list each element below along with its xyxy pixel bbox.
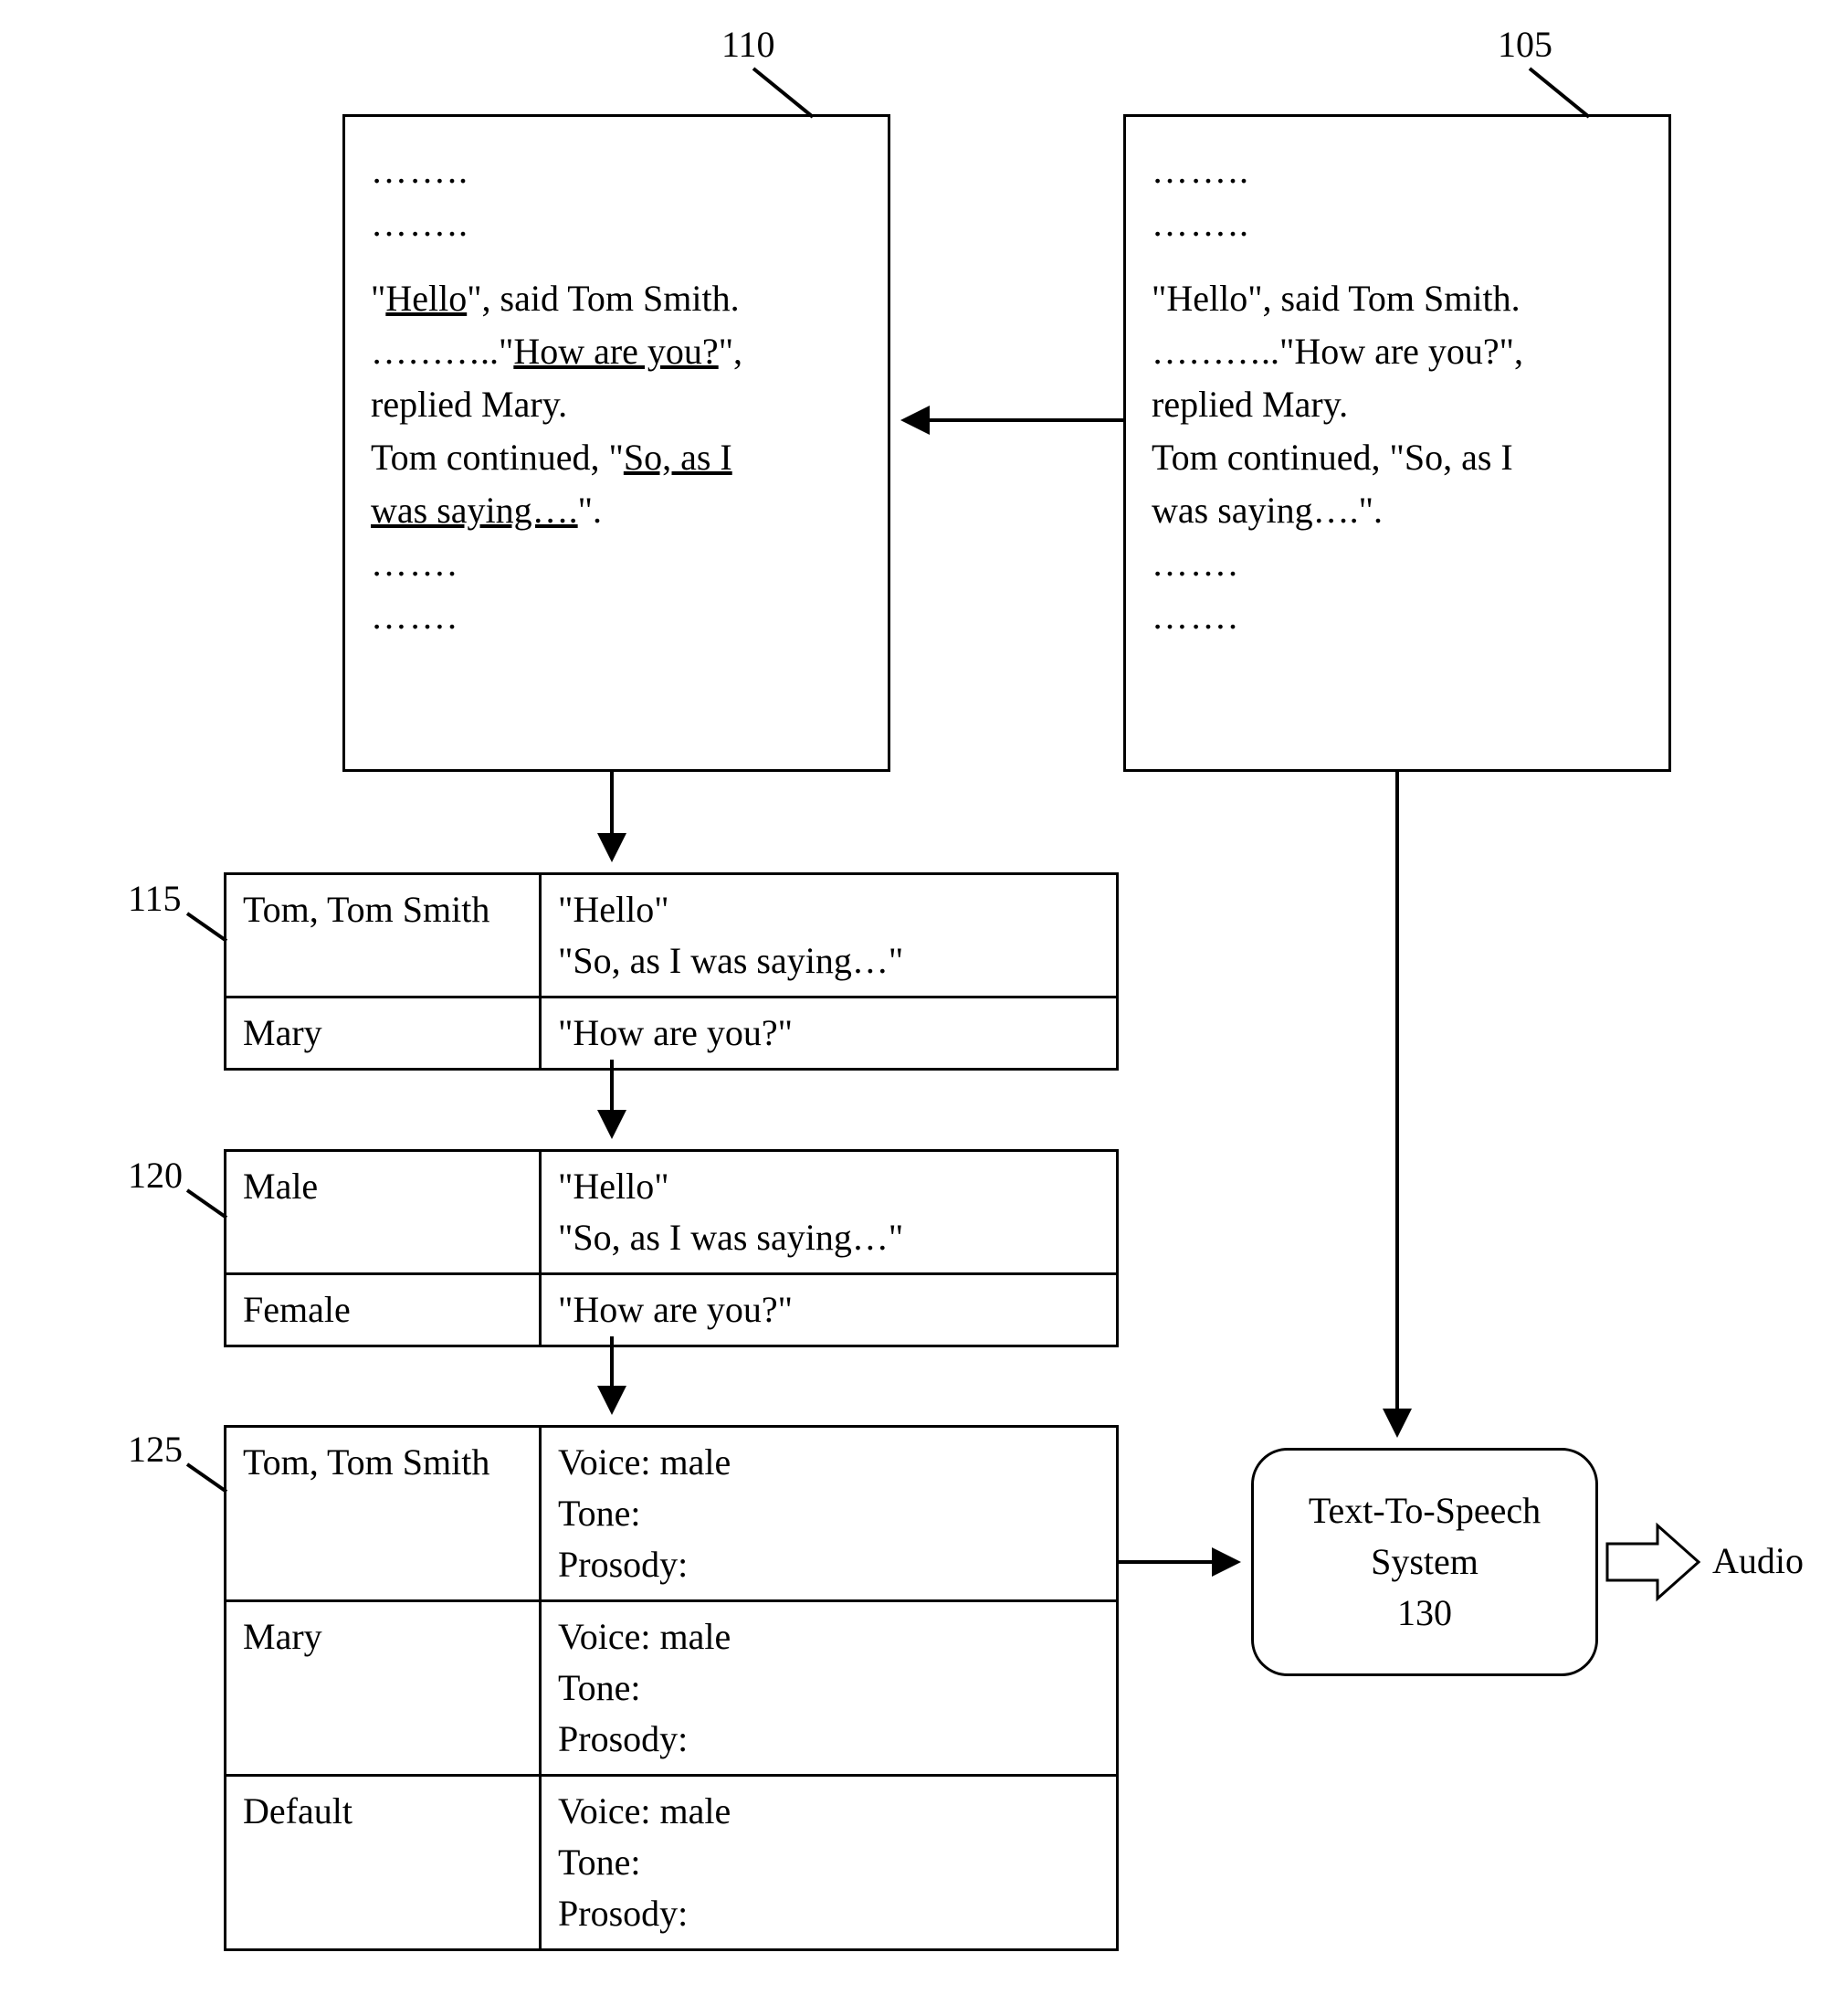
tts-ref-number: 130 [1397, 1588, 1452, 1639]
speaker-cell: Default [226, 1776, 541, 1950]
ellipsis: ……. [371, 590, 862, 643]
label-125: 125 [128, 1428, 183, 1471]
speaker-quote-table-115: Tom, Tom Smith "Hello" "So, as I was say… [224, 872, 1119, 1071]
table-row: Mary "How are you?" [226, 997, 1118, 1070]
ellipsis: …….. [371, 197, 862, 250]
profile-cell: Voice: male Tone: Prosody: [541, 1427, 1118, 1601]
table-row: Tom, Tom Smith Voice: male Tone: Prosody… [226, 1427, 1118, 1601]
speaker-cell: Tom, Tom Smith [226, 874, 541, 997]
table-row: Male "Hello" "So, as I was saying…" [226, 1151, 1118, 1274]
voice-profile-table-125: Tom, Tom Smith Voice: male Tone: Prosody… [224, 1425, 1119, 1951]
table-row: Female "How are you?" [226, 1274, 1118, 1346]
text-line: replied Mary. [371, 378, 862, 431]
ellipsis: …….. [1152, 144, 1643, 197]
quote-cell: "How are you?" [541, 997, 1118, 1070]
quote-cell: "Hello" "So, as I was saying…" [541, 874, 1118, 997]
speaker-cell: Tom, Tom Smith [226, 1427, 541, 1601]
gender-cell: Male [226, 1151, 541, 1274]
table-row: Default Voice: male Tone: Prosody: [226, 1776, 1118, 1950]
ellipsis: ……. [371, 537, 862, 590]
profile-cell: Voice: male Tone: Prosody: [541, 1776, 1118, 1950]
annotated-text-box-110: …….. …….. "Hello", said Tom Smith. ………..… [342, 114, 890, 772]
gender-cell: Female [226, 1274, 541, 1346]
ellipsis: ……. [1152, 590, 1643, 643]
tts-system-box-130: Text-To-Speech System 130 [1251, 1448, 1598, 1676]
ellipsis: ……. [1152, 537, 1643, 590]
ellipsis: …….. [1152, 197, 1643, 250]
table-row: Tom, Tom Smith "Hello" "So, as I was say… [226, 874, 1118, 997]
tts-label-line: System [1371, 1536, 1478, 1588]
gender-quote-table-120: Male "Hello" "So, as I was saying…" Fema… [224, 1149, 1119, 1347]
label-110: 110 [721, 23, 775, 66]
speaker-cell: Mary [226, 1601, 541, 1776]
tts-label-line: Text-To-Speech [1309, 1485, 1541, 1536]
text-line: ……….."How are you?", [371, 325, 862, 378]
source-text-box-105: …….. …….. "Hello", said Tom Smith. ………..… [1123, 114, 1671, 772]
table-row: Mary Voice: male Tone: Prosody: [226, 1601, 1118, 1776]
text-line: "Hello", said Tom Smith. [371, 272, 862, 325]
text-line: Tom continued, "So, as I [371, 431, 862, 484]
label-115: 115 [128, 877, 182, 920]
text-line: "Hello", said Tom Smith. [1152, 272, 1643, 325]
label-105: 105 [1498, 23, 1552, 66]
text-line: was saying….". [1152, 484, 1643, 537]
speaker-cell: Mary [226, 997, 541, 1070]
quote-cell: "How are you?" [541, 1274, 1118, 1346]
quote-cell: "Hello" "So, as I was saying…" [541, 1151, 1118, 1274]
ellipsis: …….. [371, 144, 862, 197]
text-line: replied Mary. [1152, 378, 1643, 431]
label-120: 120 [128, 1154, 183, 1197]
text-line: Tom continued, "So, as I [1152, 431, 1643, 484]
profile-cell: Voice: male Tone: Prosody: [541, 1601, 1118, 1776]
audio-label: Audio [1712, 1539, 1804, 1582]
text-line: was saying….". [371, 484, 862, 537]
text-line: ……….."How are you?", [1152, 325, 1643, 378]
